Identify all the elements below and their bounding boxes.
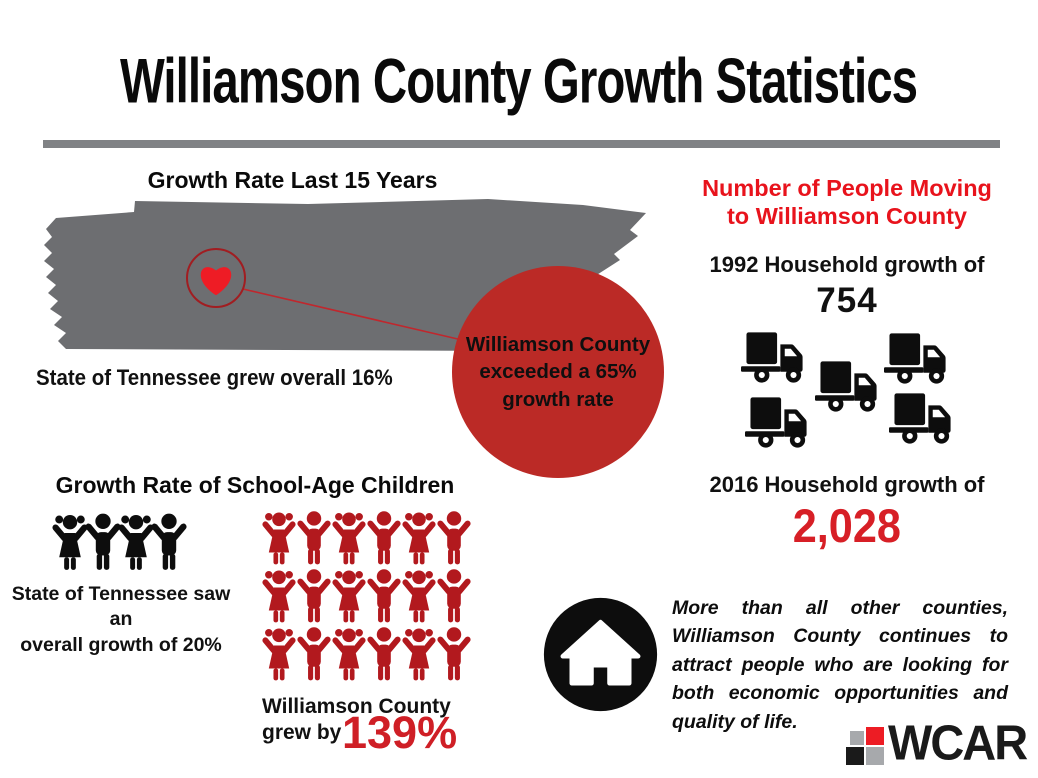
tennessee-school-line2: overall growth of 20%	[20, 633, 222, 656]
page-title: Williamson County Growth Statistics	[0, 44, 1038, 116]
williamson-growth-value: 139%	[342, 707, 458, 758]
boy-child-icon	[367, 511, 401, 565]
girl-child-icon	[402, 570, 436, 623]
logo-square-red	[866, 727, 884, 745]
moving-truck-icon	[889, 393, 951, 444]
growth-15yr-heading: Growth Rate Last 15 Years	[147, 167, 438, 193]
girl-child-icon	[118, 515, 154, 570]
boy-child-icon	[367, 627, 401, 681]
tennessee-children-icons	[52, 513, 187, 571]
page-title-text: Williamson County Growth Statistics	[120, 45, 918, 116]
boy-child-icon	[85, 513, 121, 570]
callout-line-2: exceeded a 65%	[479, 360, 637, 384]
girl-child-icon	[52, 515, 88, 570]
boy-child-icon	[437, 569, 471, 623]
tennessee-school-line1: State of Tennessee saw an	[11, 583, 231, 631]
logo-square-black	[846, 747, 864, 765]
girl-child-icon	[402, 512, 436, 565]
callout-line-3: growth rate	[502, 387, 614, 411]
williamson-children-icons	[262, 510, 471, 682]
moving-truck-icon	[741, 332, 803, 383]
house-icon	[543, 597, 658, 712]
household-1992-label: 1992 Household growth of	[709, 252, 985, 277]
girl-child-icon	[332, 628, 366, 681]
boy-child-icon	[151, 513, 187, 570]
williamson-grew-line1: Williamson County	[262, 695, 451, 718]
williamson-grew-caption: Williamson County grew by	[262, 694, 451, 746]
logo-square-gray	[866, 747, 884, 765]
title-divider	[43, 140, 1000, 148]
boy-child-icon	[437, 511, 471, 565]
girl-child-icon	[332, 570, 366, 623]
williamson-grew-line2: grew by	[262, 721, 342, 745]
girl-child-icon	[262, 570, 296, 623]
household-1992-value: 754	[816, 281, 878, 320]
boy-child-icon	[297, 569, 331, 623]
wcar-logo-mark-icon	[846, 727, 884, 765]
home-badge	[543, 597, 658, 712]
boy-child-icon	[297, 511, 331, 565]
moving-heading-line1: Number of People Moving	[702, 175, 992, 201]
moving-truck-icon	[884, 333, 946, 384]
wcar-logo: WCAR	[846, 711, 1028, 771]
girl-child-icon	[262, 512, 296, 565]
wcar-logo-text: WCAR	[888, 714, 1028, 770]
boy-child-icon	[367, 569, 401, 623]
tennessee-growth-caption: State of Tennessee grew overall 16%	[36, 365, 420, 391]
girl-child-icon	[262, 628, 296, 681]
callout-line-1: Williamson County	[465, 333, 651, 357]
household-2016-value: 2,028	[792, 499, 902, 552]
heart-icon	[200, 266, 232, 295]
moving-truck-icon	[815, 361, 877, 412]
boy-child-icon	[437, 627, 471, 681]
boy-child-icon	[297, 627, 331, 681]
girl-child-icon	[402, 628, 436, 681]
quote-paragraph: More than all other counties, Williamson…	[672, 596, 1008, 734]
moving-truck-icon	[745, 397, 807, 448]
girl-child-icon	[332, 512, 366, 565]
tennessee-growth-caption-text: State of Tennessee grew overall 16%	[36, 365, 393, 390]
moving-section-heading: Number of People Moving to Williamson Co…	[672, 175, 1022, 230]
school-age-heading: Growth Rate of School-Age Children	[55, 472, 455, 498]
moving-heading-line2: to Williamson County	[726, 202, 967, 229]
williamson-callout-circle: Williamson County exceeded a 65% growth …	[452, 266, 664, 478]
household-2016-label: 2016 Household growth of	[709, 472, 985, 497]
logo-square-gray-small	[850, 731, 864, 745]
williamson-county-marker	[186, 248, 246, 308]
tennessee-school-growth-caption: State of Tennessee saw an overall growth…	[2, 582, 240, 658]
